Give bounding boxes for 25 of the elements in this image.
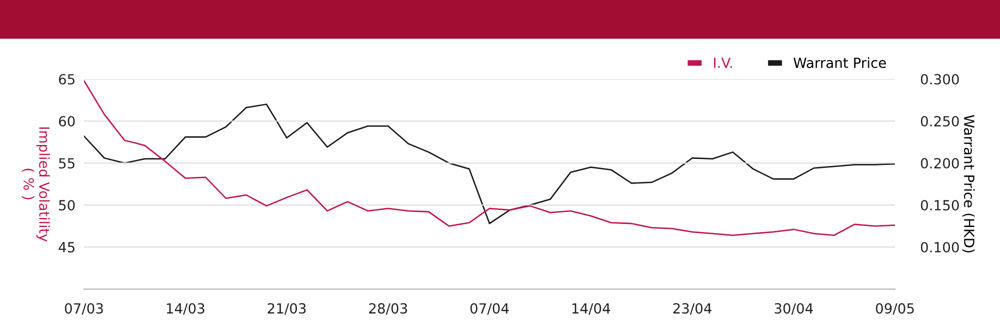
y2-tick-label: 0.150	[920, 200, 959, 210]
x-tick-label: 07/03	[64, 303, 103, 315]
y2-axis-title: Warrant Price (HKD)	[962, 114, 975, 252]
x-tick-label: 14/04	[572, 303, 610, 315]
y-tick-label: 50	[59, 200, 75, 210]
y-axis-title: Implied Volatility ( % )	[22, 127, 50, 242]
y-tick-label: 65	[58, 74, 74, 85]
y-tick-label: 55	[59, 158, 74, 169]
x-tick-label: 21/03	[268, 303, 306, 315]
y2-tick-label: 0.200	[920, 158, 959, 169]
x-tick-label: 30/04	[774, 303, 813, 315]
x-tick-label: 28/03	[369, 303, 408, 315]
y2-tick-label: 0.100	[920, 242, 959, 252]
legend-label: I.V.	[714, 58, 732, 68]
line-series	[84, 104, 895, 224]
y-tick-label: 60	[58, 116, 75, 127]
y-tick-label: 45	[58, 242, 74, 252]
x-tick-label: 07/04	[470, 303, 509, 315]
y2-tick-label: 0.250	[920, 116, 959, 127]
x-tick-label: 09/05	[876, 303, 914, 315]
y2-tick-label: 0.300	[920, 74, 959, 85]
x-tick-label: 23/04	[673, 303, 712, 315]
legend-label: Warrant Price	[794, 57, 886, 68]
line-series	[84, 80, 895, 236]
x-tick-label: 14/03	[166, 303, 204, 315]
